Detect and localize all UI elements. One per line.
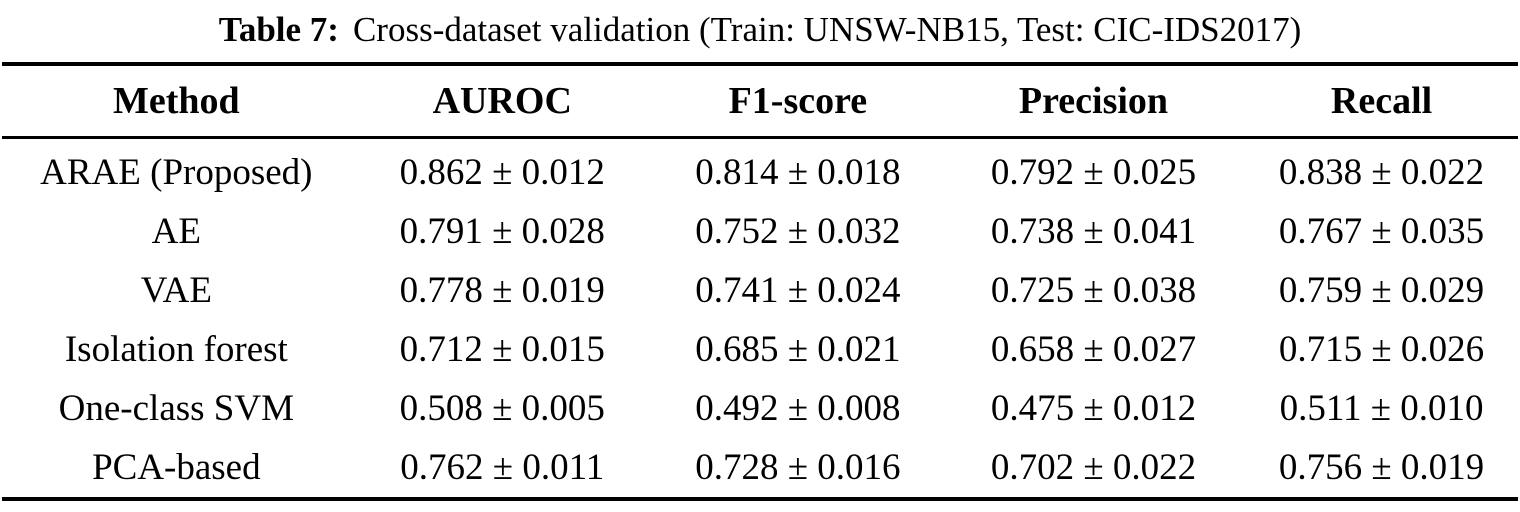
table-caption-label: Table 7: — [218, 10, 339, 49]
cell-method: Isolation forest — [64, 329, 288, 370]
cell-recall: 0.511 ± 0.010 — [1279, 388, 1484, 429]
table-row-one-class-svm: One-class SVM 0.508 ± 0.005 0.492 ± 0.00… — [2, 379, 1518, 438]
table-row-ae: AE 0.791 ± 0.028 0.752 ± 0.032 0.738 ± 0… — [2, 202, 1518, 261]
col-header-f1-score: F1-score — [653, 64, 942, 139]
cell-method: One-class SVM — [58, 388, 294, 429]
cell-f1-score: 0.728 ± 0.016 — [695, 447, 901, 488]
cell-auroc: 0.508 ± 0.005 — [399, 388, 605, 429]
cell-recall: 0.767 ± 0.035 — [1278, 211, 1485, 252]
cell-method: ARAE (Proposed) — [40, 152, 313, 193]
cell-precision: 0.738 ± 0.041 — [990, 211, 1197, 252]
cell-recall: 0.759 ± 0.029 — [1278, 270, 1485, 311]
cell-precision: 0.702 ± 0.022 — [990, 447, 1197, 488]
cell-auroc: 0.762 ± 0.011 — [400, 447, 605, 488]
table-caption: Table 7: Cross-dataset validation (Train:… — [0, 0, 1520, 62]
cell-f1-score: 0.741 ± 0.024 — [695, 270, 901, 311]
table-row-pca-based: PCA-based 0.762 ± 0.011 0.728 ± 0.016 0.… — [2, 438, 1518, 499]
header-row: Method AUROC F1-score Precision Recall — [2, 64, 1518, 139]
cell-auroc: 0.778 ± 0.019 — [399, 270, 605, 311]
table-row-arae: ARAE (Proposed) 0.862 ± 0.012 0.814 ± 0.… — [2, 138, 1518, 203]
cell-precision: 0.792 ± 0.025 — [990, 152, 1197, 193]
cell-recall: 0.756 ± 0.019 — [1278, 447, 1485, 488]
col-header-precision: Precision — [941, 64, 1246, 139]
cell-method: AE — [151, 211, 201, 252]
cell-precision: 0.658 ± 0.027 — [990, 329, 1197, 370]
cell-auroc: 0.712 ± 0.015 — [399, 329, 605, 370]
cell-recall: 0.715 ± 0.026 — [1278, 329, 1485, 370]
table-caption-text: Cross-dataset validation (Train: UNSW-NB… — [352, 10, 1302, 49]
col-header-auroc: AUROC — [350, 64, 654, 139]
cell-f1-score: 0.814 ± 0.018 — [695, 152, 901, 193]
cell-f1-score: 0.685 ± 0.021 — [695, 329, 901, 370]
cell-f1-score: 0.752 ± 0.032 — [695, 211, 901, 252]
cell-method: VAE — [140, 270, 212, 311]
cell-method: PCA-based — [92, 447, 261, 488]
cell-auroc: 0.862 ± 0.012 — [399, 152, 605, 193]
cell-precision: 0.725 ± 0.038 — [990, 270, 1197, 311]
cell-auroc: 0.791 ± 0.028 — [399, 211, 605, 252]
cell-recall: 0.838 ± 0.022 — [1278, 152, 1485, 193]
col-header-recall: Recall — [1245, 64, 1518, 139]
table-row-isolation-forest: Isolation forest 0.712 ± 0.015 0.685 ± 0… — [2, 320, 1518, 379]
table-row-vae: VAE 0.778 ± 0.019 0.741 ± 0.024 0.725 ± … — [2, 261, 1518, 320]
col-header-method: Method — [2, 64, 351, 139]
results-table: Method AUROC F1-score Precision Recall A… — [2, 62, 1518, 501]
cell-f1-score: 0.492 ± 0.008 — [695, 388, 901, 429]
cell-precision: 0.475 ± 0.012 — [990, 388, 1197, 429]
